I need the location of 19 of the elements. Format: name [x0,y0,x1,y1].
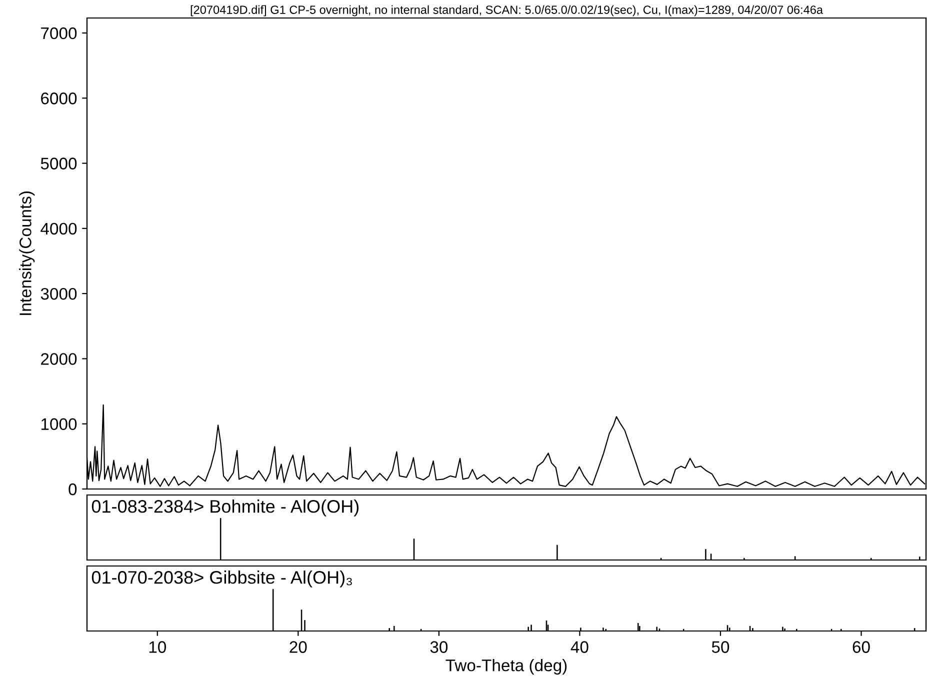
y-tick-label: 3000 [40,288,77,300]
y-tick-label: 7000 [41,27,77,40]
y-tick-label: 1000 [41,418,77,430]
x-tick-label: 30 [430,641,448,653]
x-tick-label: 50 [712,641,730,653]
x-tick-label: 20 [290,641,307,653]
chart-title: 01-083-2384> Bohmite - AlO(OH) [92,500,359,516]
chart-title: 01-070-2038> Gibbsite - Al(OH)₃ [92,570,352,588]
y-axis-title: Intensity(Counts) [19,192,35,315]
x-tick-label: 10 [149,641,166,653]
y-tick-label: 2000 [41,353,77,365]
y-tick-label: 6000 [41,92,77,104]
y-tick-label: 4000 [40,222,77,235]
y-tick-label: 0 [68,483,77,496]
y-tick-label: 5000 [40,158,77,170]
x-tick-label: 60 [852,641,870,653]
chart-title: [2070419D.dif] G1 CP-5 overnight, no internal standard, SCAN: 5.0/65.0/0.02/19(sec), Cu, I(max)=1289, 04/20/07 06:46a [190,5,824,16]
x-tick-label: 40 [570,641,588,653]
x-axis-title: Two-Theta (deg) [446,659,567,675]
